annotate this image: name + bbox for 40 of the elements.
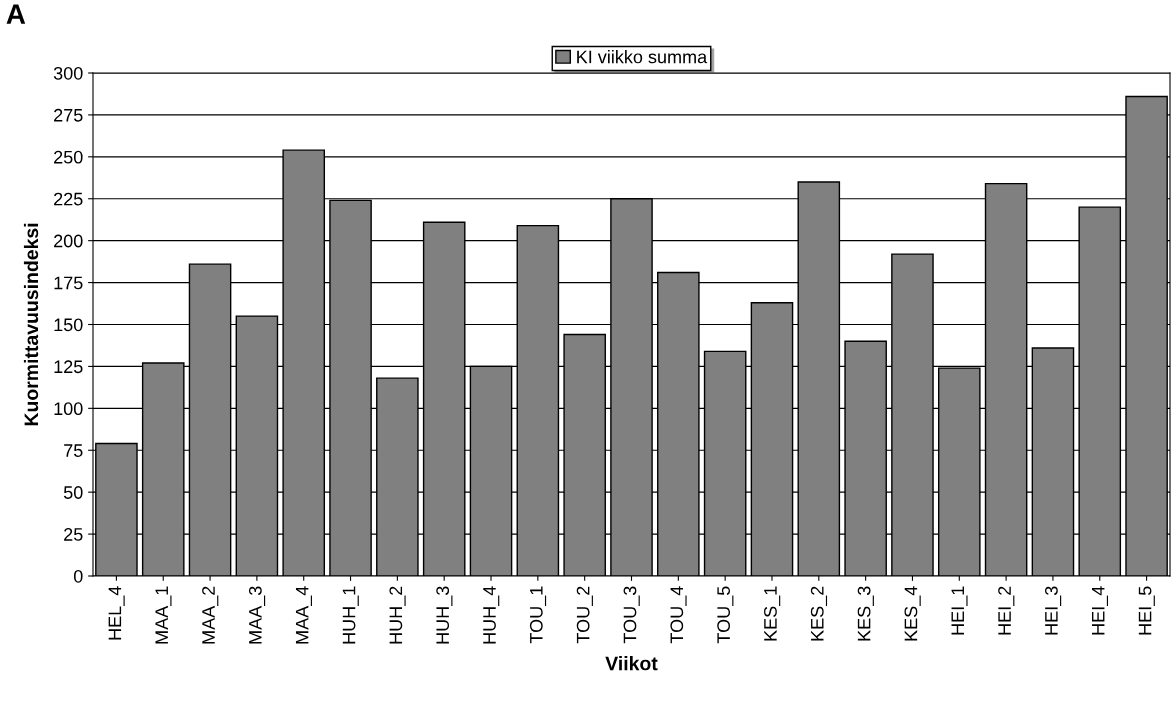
y-tick-label: 25 <box>64 528 83 541</box>
x-tick-label: HUH_2 <box>389 586 406 644</box>
x-tick-label: HUH_1 <box>342 586 359 644</box>
legend-label: KI viikko summa <box>577 50 708 64</box>
y-tick-label: 225 <box>54 192 83 206</box>
x-tick-label: KES_2 <box>810 586 828 641</box>
x-tick-label: HEI_1 <box>951 586 968 635</box>
x-axis-title: Viikot <box>605 656 658 671</box>
x-tick-label: TOU_5 <box>717 586 734 644</box>
x-tick-label: TOU_1 <box>529 586 547 644</box>
y-tick-label: 250 <box>54 150 83 164</box>
x-tick-label: MAA_2 <box>202 586 219 644</box>
chart-title: A <box>6 4 26 24</box>
x-tick-label: HUH_3 <box>436 586 453 644</box>
x-tick-label: HEI_5 <box>1138 586 1155 635</box>
y-tick-label: 75 <box>64 444 83 457</box>
y-axis-title: Kuormittavuusindeksi <box>23 223 39 426</box>
x-tick-label: HEI_4 <box>1092 586 1109 635</box>
x-tick-label: HUH_4 <box>483 586 500 644</box>
y-tick-label: 300 <box>53 66 83 80</box>
x-tick-label: TOU_4 <box>670 586 687 644</box>
y-tick-label: 50 <box>63 486 83 499</box>
x-tick-label: MAA_3 <box>248 586 266 644</box>
y-tick-label: 150 <box>54 318 83 332</box>
x-tick-label: KES_4 <box>904 586 921 641</box>
x-tick-label: HEI_2 <box>998 586 1015 635</box>
x-tick-label: MAA_1 <box>155 586 172 644</box>
y-tick-label: 0 <box>73 569 83 583</box>
y-tick-label: 275 <box>54 108 83 122</box>
y-tick-label: 125 <box>54 360 83 374</box>
x-tick-label: HEI_3 <box>1045 586 1062 635</box>
y-tick-label: 175 <box>54 276 83 290</box>
y-tick-label: 100 <box>54 402 83 416</box>
y-tick-label: 200 <box>54 234 83 248</box>
x-tick-label: MAA_4 <box>295 586 312 644</box>
x-tick-label: KES_3 <box>857 586 874 641</box>
x-tick-label: TOU_2 <box>576 586 593 644</box>
x-tick-label: TOU_3 <box>623 586 640 644</box>
x-tick-label: KES_1 <box>764 586 781 641</box>
x-tick-label: HEL_4 <box>108 586 125 640</box>
